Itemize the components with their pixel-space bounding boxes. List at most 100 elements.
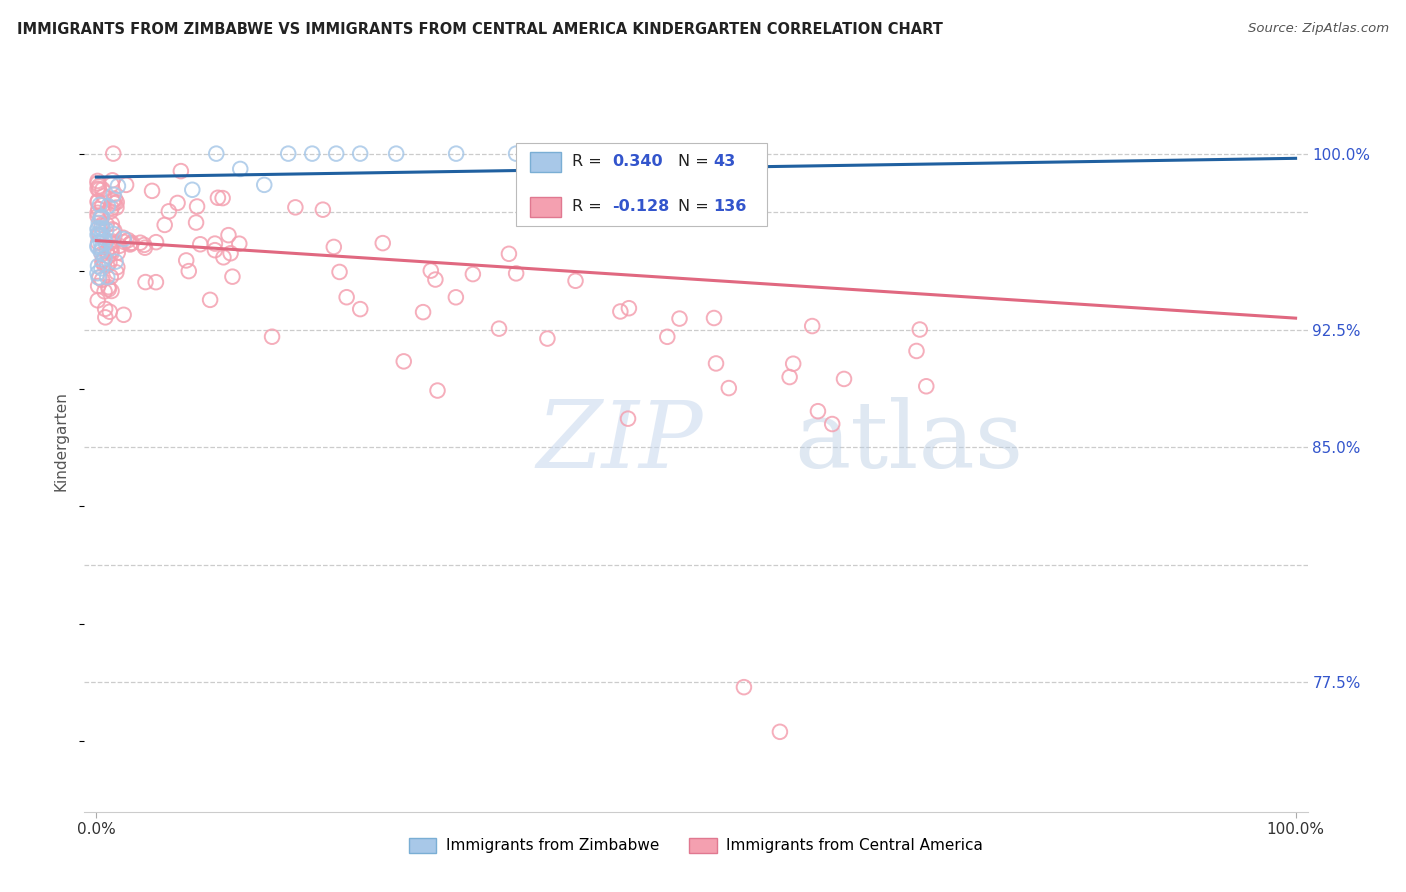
Point	[105, 195, 128, 210]
Point	[253, 178, 276, 192]
Point	[90, 211, 112, 226]
Point	[87, 259, 110, 273]
Point	[90, 210, 112, 224]
Point	[90, 244, 112, 259]
Point	[101, 222, 124, 236]
Point	[96, 259, 118, 273]
Point	[94, 235, 117, 250]
Point	[101, 173, 124, 187]
Point	[87, 194, 110, 208]
Point	[86, 293, 108, 308]
Point	[89, 270, 111, 285]
Point	[87, 202, 110, 216]
Text: N =: N =	[678, 154, 714, 169]
Point	[536, 332, 558, 346]
Text: 0.340: 0.340	[612, 154, 662, 169]
Point	[94, 301, 117, 316]
Point	[205, 146, 228, 161]
Text: ZIP: ZIP	[537, 397, 703, 486]
Point	[87, 183, 110, 197]
Point	[105, 201, 128, 215]
Point	[90, 218, 112, 232]
Point	[328, 265, 350, 279]
Text: 43: 43	[713, 154, 735, 169]
Point	[120, 237, 142, 252]
Point	[104, 254, 127, 268]
Point	[425, 272, 447, 286]
Text: IMMIGRANTS FROM ZIMBABWE VS IMMIGRANTS FROM CENTRAL AMERICA KINDERGARTEN CORRELA: IMMIGRANTS FROM ZIMBABWE VS IMMIGRANTS F…	[17, 22, 943, 37]
Point	[86, 238, 108, 252]
Point	[488, 321, 510, 335]
Point	[426, 384, 449, 398]
Point	[117, 233, 139, 247]
Point	[505, 146, 527, 161]
Point	[157, 204, 180, 219]
Point	[86, 222, 108, 236]
Point	[107, 245, 129, 260]
Point	[86, 206, 108, 220]
Text: atlas: atlas	[794, 397, 1024, 486]
Point	[218, 228, 240, 243]
Point	[188, 237, 211, 252]
Point	[153, 218, 176, 232]
Point	[86, 210, 108, 224]
Point	[260, 329, 283, 343]
Point	[807, 404, 830, 418]
Point	[87, 216, 110, 230]
Point	[108, 239, 131, 253]
Point	[120, 236, 142, 251]
Point	[89, 198, 111, 212]
Text: Source: ZipAtlas.com: Source: ZipAtlas.com	[1249, 22, 1389, 36]
Point	[87, 179, 110, 194]
Point	[97, 249, 120, 263]
Text: N =: N =	[678, 199, 714, 214]
Point	[96, 223, 118, 237]
Point	[100, 240, 122, 254]
Point	[94, 310, 117, 325]
Point	[86, 240, 108, 254]
Point	[87, 279, 110, 293]
Point	[90, 236, 112, 251]
Point	[105, 260, 128, 274]
Point	[91, 222, 114, 236]
Point	[221, 269, 243, 284]
Point	[134, 238, 156, 252]
Point	[461, 267, 484, 281]
Point	[97, 199, 120, 213]
Y-axis label: Kindergarten: Kindergarten	[53, 392, 69, 491]
Point	[134, 241, 156, 255]
Point	[609, 304, 631, 318]
Point	[617, 301, 640, 316]
Point	[769, 724, 792, 739]
Point	[181, 183, 204, 197]
Point	[908, 322, 931, 336]
Text: 136: 136	[713, 199, 747, 214]
Point	[219, 246, 242, 260]
Point	[96, 218, 118, 232]
Point	[96, 244, 118, 258]
Point	[349, 302, 371, 317]
Point	[91, 198, 114, 212]
Point	[121, 235, 143, 250]
Point	[93, 251, 115, 265]
Point	[129, 235, 152, 250]
Point	[100, 178, 122, 192]
Point	[97, 280, 120, 294]
Point	[145, 235, 167, 249]
Point	[228, 236, 250, 251]
Point	[91, 247, 114, 261]
Point	[141, 184, 163, 198]
Point	[112, 231, 135, 245]
Point	[87, 235, 110, 250]
Point	[821, 417, 844, 431]
Point	[107, 179, 129, 194]
Point	[103, 227, 125, 241]
Point	[703, 311, 725, 326]
Point	[112, 308, 135, 322]
Point	[100, 284, 122, 298]
Point	[349, 146, 371, 161]
Point	[86, 176, 108, 190]
Point	[115, 178, 138, 192]
Point	[312, 202, 335, 217]
Point	[90, 228, 112, 243]
